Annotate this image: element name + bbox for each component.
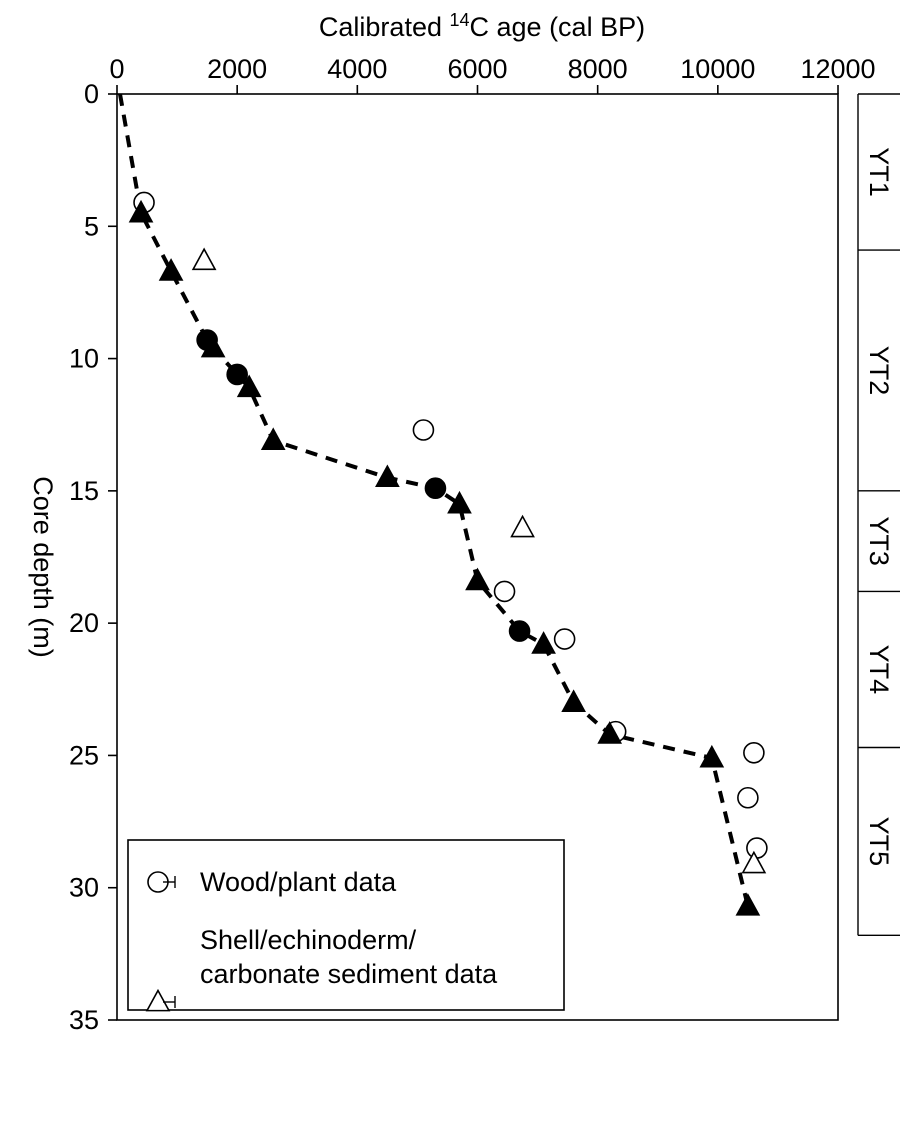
x-tick-label: 6000: [447, 54, 507, 84]
x-tick-label: 8000: [568, 54, 628, 84]
unit-label-yt2: YT2: [864, 346, 894, 396]
data-point-triangle-filled: [531, 631, 556, 654]
x-axis-title-sup: 14: [449, 10, 469, 30]
data-point-triangle-open: [191, 247, 217, 271]
x-tick-label: 10000: [680, 54, 755, 84]
y-tick-label: 5: [84, 211, 99, 241]
y-axis: Core depth (m) 0 5 10 15 20 25 30 35: [28, 79, 117, 1035]
data-point-circle-open: [412, 419, 435, 441]
y-tick-label: 10: [69, 344, 99, 374]
legend-label-line: carbonate sediment data: [200, 959, 498, 989]
x-axis-title-post: C age (cal BP): [470, 12, 646, 42]
unit-label-yt1: YT1: [864, 147, 894, 197]
x-tick-label: 0: [109, 54, 124, 84]
data-point-triangle-filled: [699, 744, 725, 768]
data-point-circle-open: [746, 837, 768, 859]
y-tick-label: 0: [84, 79, 99, 109]
data-point-triangle-filled: [200, 334, 226, 358]
data-point-circle-open: [737, 786, 759, 809]
data-point-triangle-filled: [375, 464, 400, 488]
data-point-triangle-open: [510, 514, 535, 538]
data-point-triangle-filled: [128, 199, 154, 223]
data-point-triangle-filled: [561, 689, 586, 712]
y-tick-label: 25: [69, 740, 99, 770]
legend: Wood/plant data Shell/echinoderm/carbonat…: [127, 839, 565, 1012]
x-axis-title-pre: Calibrated: [319, 12, 450, 42]
y-tick-label: 15: [69, 476, 99, 506]
data-point-triangle-filled: [447, 490, 472, 514]
x-axis-title: Calibrated 14C age (cal BP): [319, 10, 645, 42]
data-point-circle-open: [743, 741, 765, 764]
data-point-triangle-filled: [260, 427, 286, 451]
data-point-triangle-open: [741, 850, 767, 874]
data-point-circle-open: [493, 580, 516, 603]
trend-line: [118, 93, 750, 907]
data-point-circle-open: [553, 628, 576, 650]
legend-symbol-triangle-open: [145, 988, 171, 1012]
unit-label-yt3: YT3: [864, 516, 894, 566]
trend-line-group: [118, 93, 750, 907]
x-tick-label: 12000: [800, 54, 875, 84]
data-point-circle-filled: [508, 620, 531, 642]
data-point-triangle-filled: [597, 721, 623, 744]
legend-label-line: Wood/plant data: [200, 867, 397, 897]
data-point-triangle-filled: [236, 374, 262, 398]
legend-label-line: Shell/echinoderm/: [200, 925, 417, 955]
y-axis-title: Core depth (m): [28, 476, 58, 658]
y-tick-label: 30: [69, 873, 99, 903]
unit-column: YT1 YT2 YT3 YT4 YT5: [857, 93, 900, 937]
unit-label-yt5: YT5: [864, 817, 894, 867]
x-axis: Calibrated 14C age (cal BP) 0 2000 4000 600…: [109, 10, 876, 94]
data-point-triangle-filled: [465, 567, 490, 591]
data-points: [128, 191, 768, 916]
legend-label: Shell/echinoderm/carbonate sediment data: [200, 925, 498, 989]
data-point-triangle-filled: [735, 893, 761, 916]
y-tick-label: 35: [69, 1005, 99, 1035]
x-tick-label: 2000: [207, 54, 267, 84]
unit-label-yt4: YT4: [864, 645, 894, 695]
legend-label: Wood/plant data: [200, 867, 397, 897]
data-point-circle-filled: [226, 363, 248, 386]
data-point-circle-filled: [424, 477, 447, 500]
legend-box: [127, 839, 565, 1011]
data-point-triangle-filled: [158, 258, 184, 281]
x-tick-label: 4000: [327, 54, 387, 84]
y-tick-label: 20: [69, 608, 99, 638]
